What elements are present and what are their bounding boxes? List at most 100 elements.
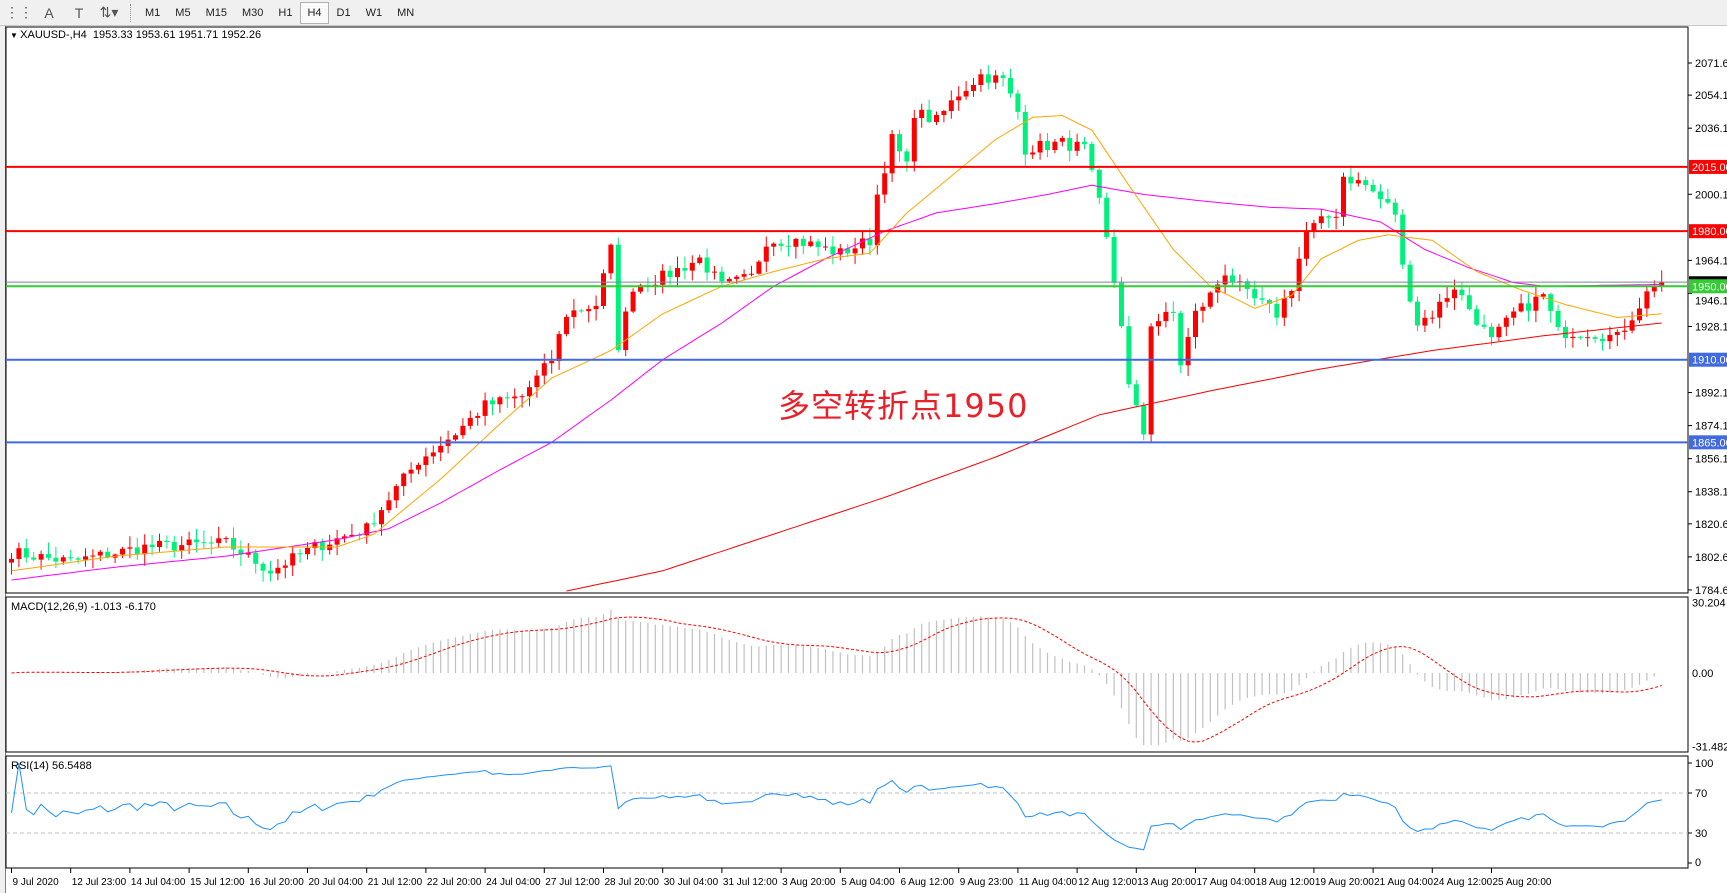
candle-bullish	[1207, 292, 1213, 307]
time-tick-label: 31 Jul 12:00	[723, 877, 778, 888]
candle-bearish	[1067, 137, 1073, 151]
candle-bearish	[1015, 93, 1021, 112]
candle-bullish	[157, 540, 162, 548]
macd-tick-label: 0.00	[1692, 668, 1713, 680]
candle-bullish	[1533, 296, 1539, 311]
ma-slow-line	[566, 322, 1662, 592]
candle-bullish	[1622, 330, 1628, 332]
macd-histogram-group	[18, 609, 1663, 746]
candle-bullish	[438, 445, 444, 453]
candle-bearish	[253, 552, 259, 564]
candle-bearish	[867, 238, 873, 246]
timeframe-w1-button[interactable]: W1	[365, 6, 383, 19]
candle-bullish	[971, 84, 976, 91]
candle-bullish	[127, 547, 133, 549]
rsi-tick-label: 30	[1695, 828, 1707, 840]
candle-bearish	[149, 544, 155, 548]
candle-bearish	[105, 551, 111, 558]
time-tick-label: 6 Aug 12:00	[901, 877, 955, 888]
candle-bullish	[282, 565, 288, 568]
candle-bearish	[1096, 169, 1102, 198]
timeframe-h4-button[interactable]: H4	[300, 1, 329, 24]
candle-bullish	[1585, 337, 1591, 339]
candle-bullish	[630, 291, 636, 312]
time-tick-label: 5 Aug 04:00	[841, 877, 895, 888]
rsi-panel-frame	[5, 755, 1689, 869]
candle-bullish	[586, 309, 592, 312]
candle-bearish	[238, 549, 244, 555]
timeframe-h1-button[interactable]: H1	[278, 6, 293, 19]
timeframe-d1-button[interactable]: D1	[336, 6, 351, 19]
candle-bullish	[142, 544, 148, 555]
candle-bullish	[941, 110, 947, 115]
toolbar-separator	[130, 3, 132, 22]
candle-bullish	[741, 274, 747, 277]
timeframe-m30-button[interactable]: M30	[241, 6, 264, 19]
candle-bearish	[1000, 75, 1006, 79]
candle-bullish	[179, 545, 185, 551]
current-price-marker	[1689, 276, 1727, 281]
arrows-dropdown-icon[interactable]: ⇅▾	[99, 4, 119, 20]
candle-bearish	[1548, 294, 1554, 311]
candle-bullish	[911, 117, 917, 162]
period-separators-icon[interactable]: ⋮⋮	[5, 4, 33, 20]
level-price-label: 2015.00	[1692, 162, 1727, 174]
level-price-label: 1950.00	[1692, 281, 1727, 293]
candle-bearish	[815, 241, 821, 247]
candle-bearish	[778, 243, 784, 246]
candle-bullish	[364, 523, 370, 536]
time-tick-label: 21 Jul 12:00	[368, 877, 423, 888]
candle-bearish	[490, 400, 495, 405]
candle-bearish	[1526, 303, 1531, 311]
candle-bullish	[1503, 317, 1509, 327]
symbol-ohlc-text: XAUUSD-,H4 1953.33 1953.61 1951.71 1952.…	[20, 29, 262, 41]
chart-header: ▼ XAUUSD-,H4 1953.33 1953.61 1951.71 195…	[10, 29, 261, 41]
candle-bullish	[1156, 321, 1161, 327]
macd-tick-label: -31.482	[1692, 741, 1727, 753]
candle-bullish	[527, 387, 532, 397]
candle-bullish	[1030, 152, 1036, 155]
candle-bearish	[904, 151, 910, 162]
candle-bearish	[1111, 236, 1117, 283]
text-icon[interactable]: A	[44, 4, 54, 21]
candle-bearish	[68, 557, 74, 559]
candle-bullish	[860, 238, 865, 249]
ma-fast-line	[11, 114, 1662, 572]
candle-bullish	[1629, 320, 1635, 331]
candle-bullish	[342, 536, 347, 539]
price-tick-label: 1874.10	[1695, 421, 1727, 433]
candle-bearish	[1600, 338, 1605, 342]
candle-bearish	[682, 268, 688, 271]
text-label-icon[interactable]: T	[74, 4, 84, 21]
candle-bullish	[475, 415, 481, 418]
candle-bullish	[608, 244, 614, 274]
candle-bearish	[297, 553, 303, 555]
timeframe-m5-button[interactable]: M5	[175, 6, 191, 19]
candle-bullish	[497, 397, 503, 405]
time-tick-label: 25 Aug 20:00	[1493, 877, 1552, 888]
candle-bearish	[1592, 337, 1598, 339]
time-tick-label: 9 Aug 23:00	[960, 877, 1014, 888]
collapse-triangle-icon[interactable]: ▼	[10, 31, 21, 40]
candle-bullish	[1037, 140, 1043, 153]
candle-bullish	[1452, 289, 1457, 299]
candle-bearish	[504, 397, 510, 399]
candle-bullish	[1333, 216, 1339, 218]
candle-bullish	[379, 510, 384, 525]
candle-bearish	[1348, 176, 1354, 184]
level-price-label: 1865.00	[1692, 437, 1727, 449]
time-tick-label: 9 Jul 2020	[13, 877, 60, 888]
candle-bearish	[1392, 202, 1398, 215]
timeframe-mn-button[interactable]: MN	[397, 6, 415, 19]
timeframe-m1-button[interactable]: M1	[145, 6, 161, 19]
candle-bearish	[1563, 327, 1568, 339]
candle-bullish	[593, 306, 599, 310]
candle-bearish	[786, 245, 791, 247]
candle-bullish	[1540, 294, 1546, 297]
candle-bearish	[46, 554, 51, 558]
candle-bearish	[1126, 326, 1132, 385]
timeframe-m15-button[interactable]: M15	[205, 6, 227, 19]
candle-bullish	[712, 271, 717, 273]
candle-bullish	[275, 567, 281, 574]
